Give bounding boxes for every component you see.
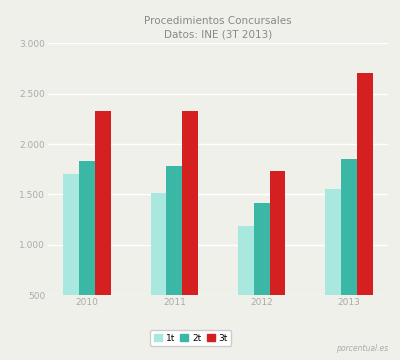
Bar — [79, 161, 95, 346]
Bar — [238, 226, 254, 346]
Bar — [64, 174, 79, 346]
Legend: 1t, 2t, 3t: 1t, 2t, 3t — [150, 330, 232, 346]
Bar — [341, 159, 357, 346]
Bar — [254, 203, 270, 346]
Bar — [166, 166, 182, 346]
Bar — [151, 193, 166, 346]
Bar — [357, 73, 372, 346]
Bar — [182, 111, 198, 346]
Bar — [95, 111, 111, 346]
Title: Procedimientos Concursales
Datos: INE (3T 2013): Procedimientos Concursales Datos: INE (3… — [144, 15, 292, 40]
Text: porcentual.es: porcentual.es — [336, 344, 388, 353]
Bar — [270, 171, 285, 346]
Bar — [325, 189, 341, 346]
